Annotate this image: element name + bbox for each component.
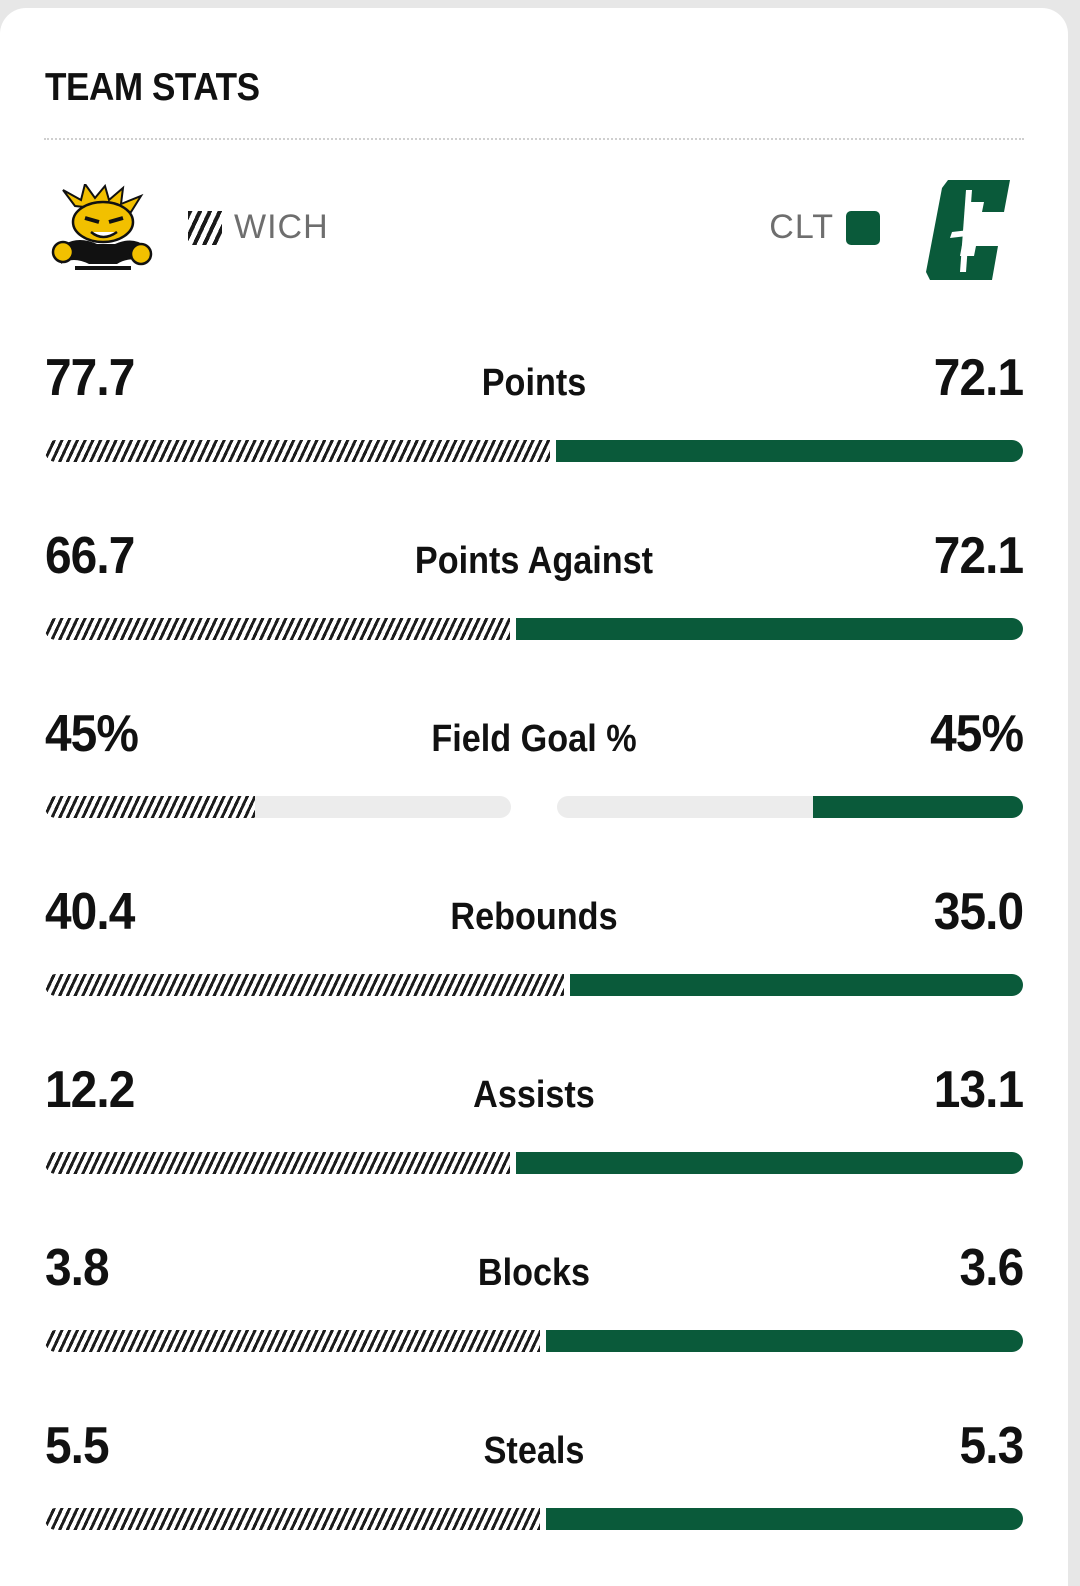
away-stat-bar [45, 974, 564, 996]
home-stat-value: 35.0 [933, 883, 1024, 941]
away-stat-bar [45, 1508, 540, 1530]
away-bar-remainder [255, 796, 511, 818]
wichita-shocker-logo-icon [51, 184, 153, 270]
home-stat-bar [556, 440, 1023, 462]
home-stat-value: 72.1 [933, 349, 1024, 407]
section-title: TEAM STATS [45, 66, 260, 109]
home-team-key: CLT [769, 208, 880, 247]
away-stat-bar [45, 1330, 540, 1352]
comparison-bar [45, 1330, 1023, 1352]
title-divider [44, 138, 1024, 140]
away-stat-bar [45, 618, 510, 640]
home-stat-value: 45% [930, 705, 1024, 763]
stat-row: 5.5 Steals 5.3 [45, 1398, 1024, 1576]
home-stat-value: 72.1 [933, 527, 1024, 585]
stat-label: Blocks [477, 1252, 591, 1294]
stat-label: Steals [483, 1430, 585, 1472]
comparison-bar [45, 974, 1023, 996]
away-stat-value: 45% [45, 705, 139, 763]
stat-header: 40.4 Rebounds 35.0 [45, 864, 1024, 964]
home-stat-value: 3.6 [959, 1239, 1024, 1297]
away-stat-bar [45, 1152, 510, 1174]
away-stat-value: 3.8 [45, 1239, 110, 1297]
stat-row: 12.2 Assists 13.1 [45, 1042, 1024, 1220]
comparison-bar [45, 1152, 1023, 1174]
home-stat-bar [546, 1508, 1023, 1530]
away-stat-bar [45, 796, 255, 818]
comparison-bar [45, 796, 1023, 818]
stat-row: 40.4 Rebounds 35.0 [45, 864, 1024, 1042]
home-stat-value: 5.3 [959, 1417, 1024, 1475]
stat-label: Points [481, 362, 587, 404]
team-legend-row: WICH CLT [0, 168, 1068, 288]
green-swatch-icon [846, 210, 880, 245]
away-stat-value: 5.5 [45, 1417, 110, 1475]
home-stat-bar [546, 1330, 1023, 1352]
away-stat-value: 12.2 [45, 1061, 135, 1119]
stat-row: 45% Field Goal % 45% [45, 686, 1024, 864]
home-team-abbr: CLT [769, 208, 834, 246]
away-team-key: WICH [188, 208, 329, 247]
stat-row: 77.7 Points 72.1 [45, 330, 1024, 508]
away-stat-value: 77.7 [45, 349, 135, 407]
stat-header: 3.8 Blocks 3.6 [45, 1220, 1024, 1320]
home-stat-bar [570, 974, 1023, 996]
stat-header: 12.2 Assists 13.1 [45, 1042, 1024, 1142]
comparison-bar [45, 618, 1023, 640]
stat-header: 5.5 Steals 5.3 [45, 1398, 1024, 1498]
stat-label: Points Against [414, 540, 654, 582]
comparison-bar [45, 1508, 1023, 1530]
home-stat-bar [813, 796, 1023, 818]
stats-list: 77.7 Points 72.1 66.7 Points Against 72.1 45% F… [45, 330, 1024, 1576]
stat-label: Assists [473, 1074, 595, 1116]
hatched-swatch-icon [188, 210, 222, 245]
stat-header: 45% Field Goal % 45% [45, 686, 1024, 786]
stat-row: 66.7 Points Against 72.1 [45, 508, 1024, 686]
comparison-bar [45, 440, 1023, 462]
away-stat-value: 40.4 [45, 883, 135, 941]
charlotte-c-logo-icon [926, 180, 1010, 280]
home-stat-value: 13.1 [933, 1061, 1024, 1119]
home-stat-bar [516, 1152, 1023, 1174]
stat-row: 3.8 Blocks 3.6 [45, 1220, 1024, 1398]
stat-header: 66.7 Points Against 72.1 [45, 508, 1024, 608]
team-stats-card: TEAM STATS WICH CLT 77.7 Points 72.1 66.7 Po… [0, 8, 1068, 1586]
away-team-abbr: WICH [234, 208, 329, 246]
away-stat-value: 66.7 [45, 527, 135, 585]
home-bar-remainder [557, 796, 813, 818]
stat-label: Rebounds [450, 896, 618, 938]
home-stat-bar [516, 618, 1023, 640]
stat-header: 77.7 Points 72.1 [45, 330, 1024, 430]
stat-label: Field Goal % [431, 718, 637, 760]
away-stat-bar [45, 440, 550, 462]
